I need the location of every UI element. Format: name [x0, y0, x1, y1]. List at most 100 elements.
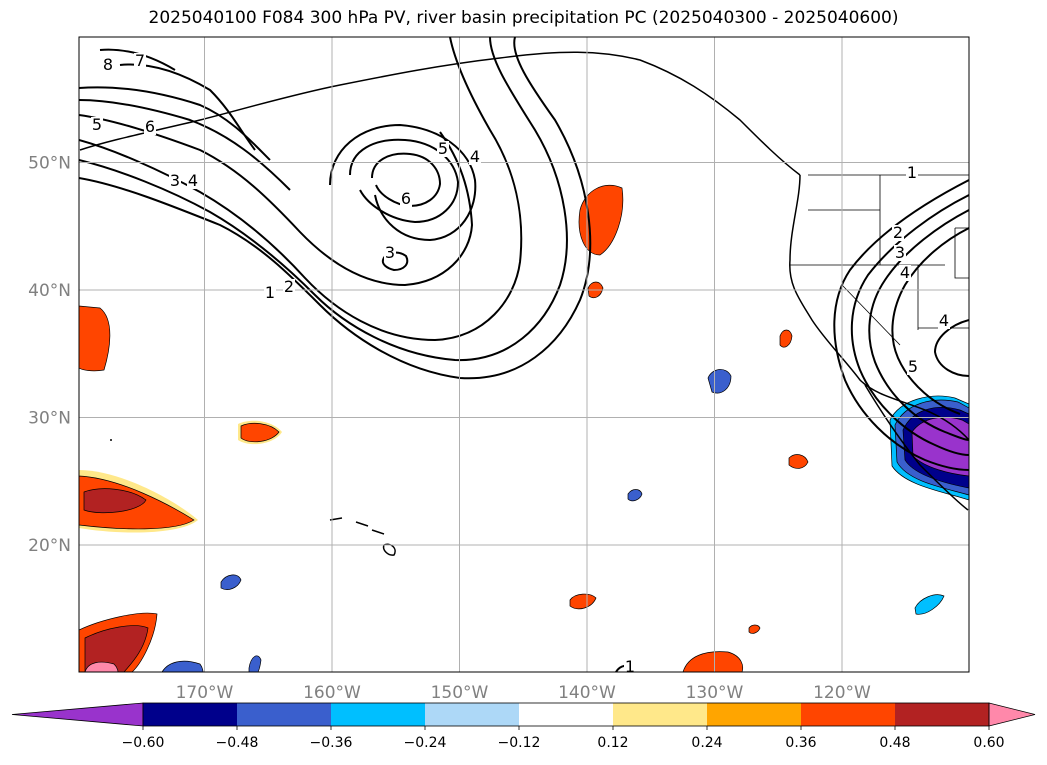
contour-label: 3 — [385, 243, 395, 262]
pv-contour — [79, 37, 568, 362]
colorbar-swatch — [801, 703, 895, 726]
coastline-north-america — [789, 174, 969, 441]
colorbar-tick-label: 0.24 — [691, 735, 722, 751]
colorbar-swatch — [519, 703, 613, 726]
pv-contour-layer — [79, 37, 969, 672]
colorbar-extend-low — [11, 702, 144, 727]
longitude-tick-label: 130°W — [686, 683, 744, 703]
colorbar-tick-labels: −0.60 −0.48 −0.36 −0.24 −0.12 0.12 0.24 0.36 0.4… — [122, 726, 1005, 751]
contour-label-bg — [400, 191, 412, 207]
contour-label-bg — [91, 117, 103, 133]
hawaii-islands — [329, 517, 396, 556]
contour-label: 4 — [900, 263, 910, 282]
colorbar — [11, 702, 1036, 727]
colorbar-swatch — [237, 703, 331, 726]
precip-patch — [83, 488, 147, 514]
pv-contour — [933, 319, 969, 377]
contour-label: 4 — [188, 171, 198, 190]
contour-label-bg — [134, 53, 146, 69]
latitude-tick-label: 20°N — [28, 536, 71, 556]
precip-patch — [84, 625, 149, 672]
pv-contour — [891, 227, 969, 415]
contour-label: 5 — [908, 357, 918, 376]
contour-label-bg — [938, 313, 950, 329]
contour-label: 6 — [401, 189, 411, 208]
precip-patch — [240, 422, 280, 443]
contour-label: 3 — [170, 171, 180, 190]
colorbar-tick-label: 0.48 — [879, 735, 910, 751]
pv-contour — [349, 138, 460, 224]
colorbar-swatch — [707, 703, 801, 726]
precip-patch — [627, 489, 643, 502]
pv-contour — [79, 37, 523, 342]
pv-contour — [833, 179, 969, 471]
precip-patch — [682, 651, 743, 672]
coastline-layer — [79, 51, 969, 556]
contour-label-bg — [264, 285, 276, 301]
precip-patch — [788, 454, 809, 469]
precip-patch — [779, 329, 793, 348]
contour-label-bg — [187, 173, 199, 189]
contour-label-bg — [169, 173, 181, 189]
contour-label: 7 — [135, 51, 145, 70]
pv-contour — [850, 194, 969, 456]
contour-label: 1 — [907, 163, 917, 182]
precip-patch — [79, 305, 111, 372]
precip-patch — [569, 593, 597, 610]
colorbar-tick-label: 0.12 — [597, 735, 628, 751]
latitude-labels: 20°N 30°N 40°N 50°N — [28, 154, 71, 557]
pv-contour — [329, 123, 477, 242]
precip-patch — [914, 594, 945, 615]
longitude-tick-label: 170°W — [176, 683, 234, 703]
coastline-alaska — [79, 51, 801, 176]
longitude-tick-label: 140°W — [558, 683, 616, 703]
contour-label-bg — [894, 245, 906, 261]
map-frame — [78, 36, 970, 673]
colorbar-swatch — [895, 703, 989, 726]
contour-label: 4 — [470, 147, 480, 166]
contour-label-bg — [384, 245, 396, 261]
contour-label-bg — [906, 165, 918, 181]
contour-label: 1 — [625, 657, 635, 676]
colorbar-tick-label: −0.12 — [498, 735, 541, 751]
pv-contour — [79, 99, 291, 191]
longitude-tick-label: 160°W — [303, 683, 361, 703]
colorbar-tick-label: 0.36 — [785, 735, 816, 751]
contour-label-bg — [469, 149, 481, 165]
gridline-layer — [79, 37, 969, 672]
pv-contour — [79, 86, 271, 161]
contour-label-bg — [624, 659, 636, 675]
contour-label: 1 — [265, 283, 275, 302]
coastline-baja — [864, 384, 969, 511]
map-title: 2025040100 F084 300 hPa PV, river basin … — [148, 8, 899, 28]
colorbar-tick-label: −0.60 — [122, 735, 165, 751]
colorbar-extend-high — [988, 702, 1036, 727]
contour-label: 2 — [284, 277, 294, 296]
contour-label: 4 — [939, 311, 949, 330]
pv-contour — [79, 114, 474, 287]
latitude-tick-label: 40°N — [28, 281, 71, 301]
precip-patch — [220, 574, 242, 590]
contour-label: 2 — [893, 223, 903, 242]
colorbar-swatch — [425, 703, 519, 726]
colorbar-tick-label: −0.48 — [216, 735, 259, 751]
colorbar-frame — [142, 702, 990, 727]
pv-contour — [371, 152, 442, 208]
longitude-labels: 170°W 160°W 150°W 140°W 130°W 120°W — [176, 683, 871, 703]
contour-label-bg — [892, 225, 904, 241]
contour-label-bg — [899, 265, 911, 281]
longitude-tick-label: 150°W — [431, 683, 489, 703]
contour-label: 3 — [895, 243, 905, 262]
latitude-tick-label: 30°N — [28, 409, 71, 429]
precip-patch — [748, 624, 761, 634]
map-background — [79, 37, 969, 672]
contour-label-bg — [907, 359, 919, 375]
contour-label: 8 — [103, 55, 113, 74]
colorbar-swatch — [143, 703, 237, 726]
colorbar-swatch — [331, 703, 425, 726]
colorbar-swatch — [613, 703, 707, 726]
contour-label: 6 — [145, 117, 155, 136]
contour-label-bg — [283, 279, 295, 295]
latitude-tick-label: 50°N — [28, 154, 71, 174]
